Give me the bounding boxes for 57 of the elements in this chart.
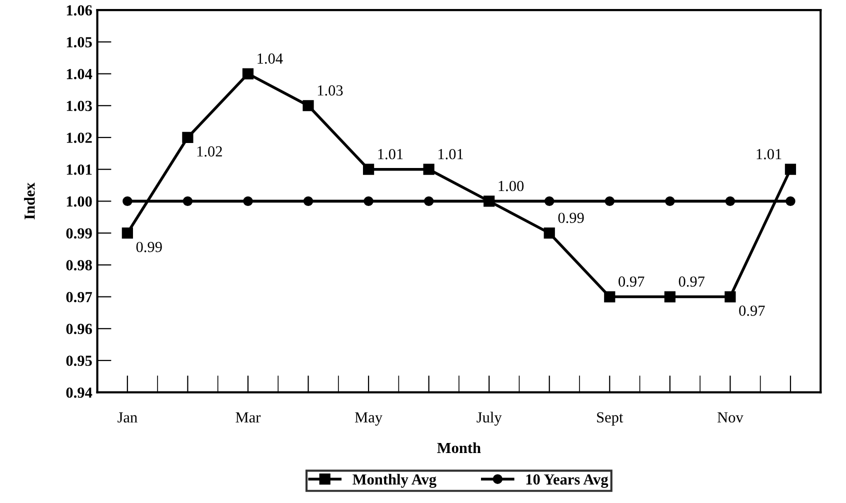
point bbox=[544, 228, 555, 239]
point bbox=[243, 196, 253, 206]
y-tick-label: 1.03 bbox=[66, 100, 92, 112]
x-tick-label: July bbox=[476, 412, 502, 426]
point bbox=[423, 164, 434, 175]
y-tick-label: 1.02 bbox=[66, 132, 92, 144]
point bbox=[364, 196, 374, 206]
point bbox=[786, 196, 796, 206]
point bbox=[665, 196, 675, 206]
y-tick-label: 0.94 bbox=[66, 387, 92, 398]
data-label: 1.01 bbox=[756, 148, 782, 160]
data-label: 0.97 bbox=[739, 306, 765, 316]
data-label: 1.00 bbox=[498, 180, 524, 192]
y-tick-label: 0.95 bbox=[66, 356, 92, 366]
legend-label: Monthly Avg bbox=[352, 474, 436, 488]
point bbox=[303, 196, 314, 206]
data-label: 1.03 bbox=[318, 85, 343, 96]
data-label: 0.97 bbox=[618, 276, 644, 287]
point bbox=[182, 196, 193, 206]
data-label: 0.99 bbox=[558, 212, 584, 224]
point bbox=[664, 291, 676, 302]
data-label: 1.01 bbox=[378, 148, 403, 160]
point bbox=[725, 196, 736, 206]
x-tick-label: May bbox=[354, 412, 382, 426]
point bbox=[424, 196, 434, 206]
point bbox=[362, 164, 374, 175]
y-tick-label: 0.97 bbox=[66, 292, 92, 302]
y-tick-label: 0.98 bbox=[66, 260, 92, 270]
legend-label: 10 Years Avg bbox=[526, 474, 608, 488]
data-label: 1.02 bbox=[197, 146, 222, 157]
x-axis-title: Month bbox=[437, 442, 481, 454]
y-tick-label: 1.04 bbox=[66, 68, 92, 80]
data-label: 1.04 bbox=[258, 53, 283, 64]
point bbox=[604, 291, 616, 302]
point bbox=[784, 164, 796, 175]
point bbox=[242, 68, 254, 80]
data-label: 0.97 bbox=[678, 276, 705, 287]
point bbox=[182, 132, 194, 144]
y-axis-title: Index bbox=[24, 182, 35, 220]
y-tick-label: 0.99 bbox=[66, 228, 92, 239]
point bbox=[302, 100, 314, 112]
y-tick-label: 1.05 bbox=[66, 37, 92, 48]
data-label: 1.01 bbox=[438, 148, 463, 160]
y-tick-label: 1.01 bbox=[66, 164, 92, 175]
point bbox=[544, 196, 554, 206]
y-tick-label: 0.96 bbox=[66, 324, 92, 334]
x-tick-label: Sept bbox=[597, 412, 624, 426]
point bbox=[122, 196, 132, 206]
data-label: 0.99 bbox=[136, 242, 162, 252]
x-tick-label: Jan bbox=[118, 412, 138, 423]
x-tick-label: Nov bbox=[717, 412, 744, 423]
point bbox=[122, 228, 133, 239]
y-tick-label: 1.00 bbox=[66, 196, 92, 207]
point bbox=[724, 291, 736, 302]
y-tick-label: 1.06 bbox=[66, 5, 92, 16]
point bbox=[604, 196, 615, 206]
x-tick-label: Mar bbox=[236, 412, 261, 423]
